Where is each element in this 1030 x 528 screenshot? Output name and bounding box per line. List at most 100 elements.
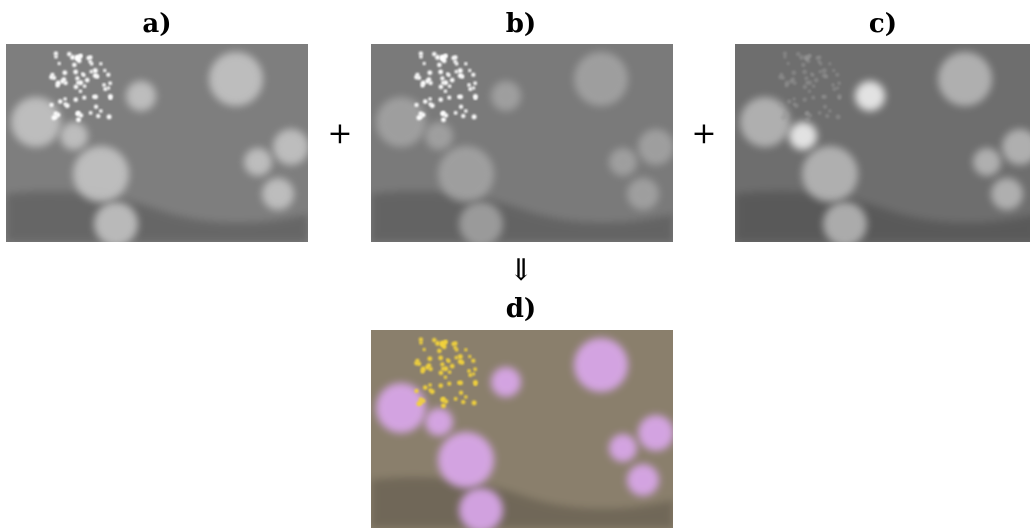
granule	[458, 68, 463, 73]
granule	[440, 341, 445, 346]
granule	[427, 363, 432, 368]
granule	[62, 70, 67, 75]
cell	[491, 367, 521, 397]
granule	[427, 77, 432, 82]
granule	[441, 367, 445, 371]
granule	[815, 56, 819, 60]
granule	[832, 69, 835, 72]
granule	[472, 86, 475, 89]
cell	[802, 146, 858, 202]
granule	[832, 87, 836, 91]
panel-label: a)	[142, 9, 171, 39]
cell	[273, 129, 309, 165]
granule	[808, 90, 811, 93]
granule	[467, 83, 471, 87]
granule	[109, 96, 113, 100]
cell	[491, 81, 521, 111]
granule	[823, 105, 827, 109]
granule	[438, 356, 443, 361]
granule	[810, 72, 813, 75]
granule	[804, 76, 808, 80]
granule	[787, 99, 792, 104]
granule	[464, 109, 467, 112]
granule	[805, 81, 809, 85]
granule	[440, 76, 444, 80]
micrograph	[6, 44, 309, 246]
cell	[973, 148, 1001, 176]
cell	[789, 122, 817, 150]
granule	[457, 381, 461, 385]
granule	[421, 399, 426, 404]
granule	[107, 86, 110, 89]
granule	[76, 81, 80, 85]
granule	[82, 96, 86, 100]
cell	[459, 202, 503, 246]
granule	[461, 114, 465, 118]
granule	[103, 69, 106, 72]
granule	[787, 62, 790, 65]
granule	[825, 114, 829, 118]
granule	[448, 84, 452, 88]
granule	[423, 385, 428, 390]
cell	[627, 178, 659, 210]
granule	[457, 95, 461, 99]
granule	[791, 70, 796, 75]
granule	[90, 62, 94, 66]
granule	[67, 52, 71, 56]
micrograph	[371, 44, 674, 246]
granule	[58, 62, 61, 65]
granule	[437, 349, 442, 354]
granule	[73, 97, 77, 101]
granule	[423, 99, 428, 104]
granule	[792, 97, 796, 101]
cell	[73, 146, 129, 202]
granule	[441, 117, 446, 122]
granule	[441, 403, 446, 408]
granule	[414, 103, 418, 107]
micrograph	[371, 330, 674, 528]
granule	[421, 113, 426, 118]
granule	[103, 87, 107, 91]
granule	[803, 85, 808, 90]
granule	[458, 354, 463, 359]
granule	[421, 83, 425, 87]
granule	[108, 81, 112, 85]
granule	[430, 389, 435, 394]
granule	[814, 78, 819, 83]
granule	[427, 356, 432, 361]
granule	[440, 397, 445, 402]
granule	[54, 51, 58, 55]
micrograph	[735, 44, 1030, 246]
granule	[804, 55, 809, 60]
granule	[414, 389, 418, 393]
granule	[419, 341, 423, 345]
granule	[804, 111, 809, 116]
granule	[821, 95, 825, 99]
granule	[818, 111, 822, 115]
granule	[836, 114, 841, 119]
granule	[435, 341, 440, 346]
granule	[447, 96, 451, 100]
granule	[99, 62, 102, 65]
granule	[432, 52, 436, 56]
cell	[438, 146, 494, 202]
granule	[96, 114, 100, 118]
granule	[471, 359, 475, 363]
granule	[423, 62, 426, 65]
granule	[73, 70, 78, 75]
granule	[812, 84, 816, 88]
granule	[440, 362, 444, 366]
granule	[796, 52, 800, 56]
granule	[822, 73, 827, 78]
granule	[473, 81, 477, 85]
granule	[444, 376, 447, 379]
cell	[638, 129, 674, 165]
granule	[94, 105, 98, 109]
panel-label: b)	[506, 9, 536, 39]
granule	[439, 371, 444, 376]
granule	[778, 103, 782, 107]
granule	[437, 63, 442, 68]
granule	[65, 103, 70, 108]
granule	[419, 51, 423, 55]
granule	[799, 55, 804, 60]
